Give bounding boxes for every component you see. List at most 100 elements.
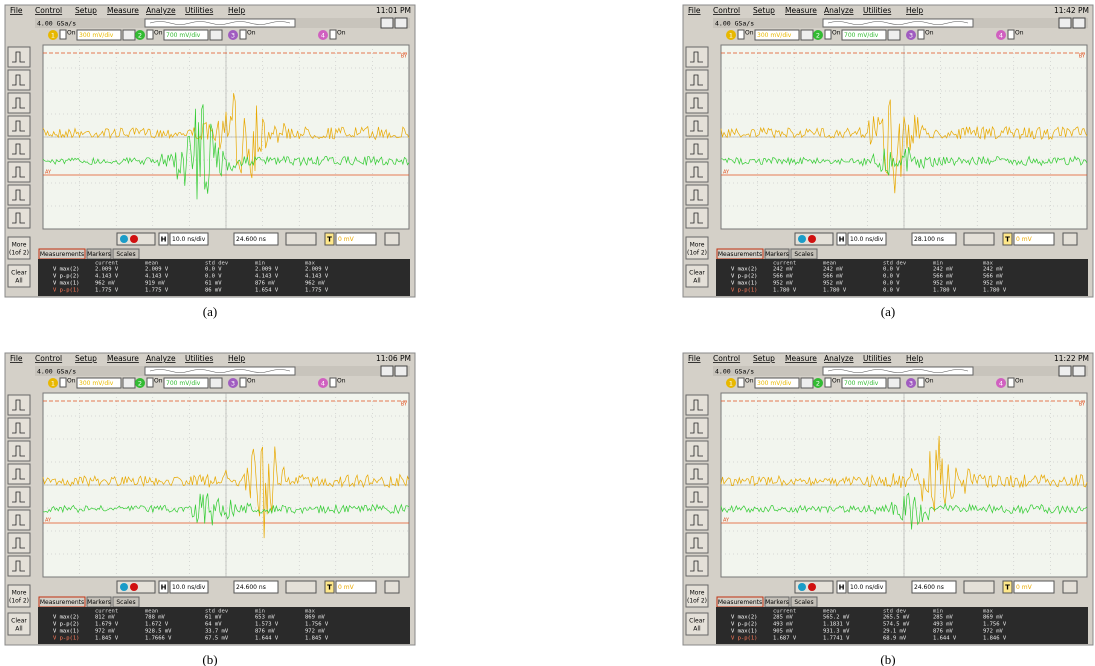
scale-spin[interactable]: [123, 30, 135, 40]
on-checkbox[interactable]: [1008, 30, 1014, 39]
on-checkbox[interactable]: [147, 378, 153, 387]
menu-item[interactable]: Help: [228, 6, 245, 15]
on-checkbox[interactable]: [330, 378, 336, 387]
trigger-spin[interactable]: [1063, 233, 1077, 245]
on-checkbox[interactable]: [738, 30, 744, 39]
menu-item[interactable]: Setup: [753, 6, 775, 15]
trigger-mode-button[interactable]: [8, 139, 30, 159]
menu-item[interactable]: Utilities: [185, 6, 213, 15]
scale-spin[interactable]: [801, 378, 813, 388]
menu-item[interactable]: Setup: [75, 6, 97, 15]
on-checkbox[interactable]: [825, 378, 831, 387]
run-button[interactable]: [1059, 366, 1071, 376]
run-button[interactable]: [381, 366, 393, 376]
on-checkbox[interactable]: [918, 378, 924, 387]
trigger-spin[interactable]: [1063, 581, 1077, 593]
trigger-mode-button[interactable]: [686, 116, 708, 136]
menu-item[interactable]: Analyze: [146, 6, 176, 15]
trigger-mode-button[interactable]: [686, 162, 708, 182]
menu-item[interactable]: Help: [906, 6, 923, 15]
scale-spin[interactable]: [123, 378, 135, 388]
trigger-mode-button[interactable]: [8, 487, 30, 507]
trigger-mode-button[interactable]: [686, 70, 708, 90]
trigger-mode-button[interactable]: [8, 395, 30, 415]
trigger-mode-button[interactable]: [686, 464, 708, 484]
trigger-mode-button[interactable]: [8, 533, 30, 553]
menu-item[interactable]: Measure: [785, 354, 817, 363]
trigger-mode-button[interactable]: [686, 47, 708, 67]
menu-item[interactable]: Measure: [107, 6, 139, 15]
trigger-mode-button[interactable]: [686, 93, 708, 113]
on-checkbox[interactable]: [147, 30, 153, 39]
trigger-mode-button[interactable]: [686, 208, 708, 228]
menu-item[interactable]: Control: [35, 354, 62, 363]
nav-buttons[interactable]: [286, 233, 316, 245]
trigger-mode-button[interactable]: [8, 47, 30, 67]
trigger-spin[interactable]: [385, 233, 399, 245]
on-checkbox[interactable]: [1008, 378, 1014, 387]
trigger-mode-button[interactable]: [686, 441, 708, 461]
menu-item[interactable]: Control: [35, 6, 62, 15]
trigger-spin[interactable]: [385, 581, 399, 593]
run-button[interactable]: [1059, 18, 1071, 28]
scale-spin[interactable]: [888, 30, 900, 40]
trigger-mode-button[interactable]: [686, 487, 708, 507]
on-checkbox[interactable]: [330, 30, 336, 39]
menu-item[interactable]: Analyze: [146, 354, 176, 363]
menu-item[interactable]: File: [10, 6, 23, 15]
menu-item[interactable]: Measure: [107, 354, 139, 363]
on-checkbox[interactable]: [738, 378, 744, 387]
trigger-mode-button[interactable]: [8, 208, 30, 228]
menu-item[interactable]: Analyze: [824, 6, 854, 15]
menu-item[interactable]: Utilities: [863, 354, 891, 363]
on-checkbox[interactable]: [60, 30, 66, 39]
trigger-mode-button[interactable]: [8, 464, 30, 484]
stop-button[interactable]: [395, 366, 407, 376]
trigger-mode-button[interactable]: [686, 510, 708, 530]
trigger-mode-button[interactable]: [8, 185, 30, 205]
menu-item[interactable]: Help: [906, 354, 923, 363]
menu-item[interactable]: Utilities: [185, 354, 213, 363]
trigger-mode-button[interactable]: [8, 441, 30, 461]
stop-button[interactable]: [1073, 366, 1085, 376]
trigger-mode-button[interactable]: [686, 418, 708, 438]
trigger-mode-button[interactable]: [8, 418, 30, 438]
trigger-mode-button[interactable]: [8, 93, 30, 113]
menu-item[interactable]: Setup: [753, 354, 775, 363]
menu-item[interactable]: File: [688, 6, 701, 15]
nav-buttons[interactable]: [964, 233, 994, 245]
menu-item[interactable]: Measure: [785, 6, 817, 15]
trigger-mode-button[interactable]: [8, 162, 30, 182]
trigger-mode-button[interactable]: [686, 395, 708, 415]
menu-item[interactable]: Utilities: [863, 6, 891, 15]
trigger-mode-button[interactable]: [686, 185, 708, 205]
menu-item[interactable]: Control: [713, 354, 740, 363]
nav-buttons[interactable]: [286, 581, 316, 593]
scale-spin[interactable]: [801, 30, 813, 40]
trigger-mode-button[interactable]: [686, 139, 708, 159]
trigger-mode-button[interactable]: [686, 556, 708, 576]
on-checkbox[interactable]: [240, 30, 246, 39]
menu-item[interactable]: Help: [228, 354, 245, 363]
trigger-mode-button[interactable]: [8, 510, 30, 530]
nav-buttons[interactable]: [964, 581, 994, 593]
scale-spin[interactable]: [210, 30, 222, 40]
on-checkbox[interactable]: [918, 30, 924, 39]
trigger-mode-button[interactable]: [686, 533, 708, 553]
on-checkbox[interactable]: [240, 378, 246, 387]
menu-item[interactable]: Setup: [75, 354, 97, 363]
stop-button[interactable]: [395, 18, 407, 28]
scale-spin[interactable]: [888, 378, 900, 388]
menu-item[interactable]: File: [10, 354, 23, 363]
on-checkbox[interactable]: [825, 30, 831, 39]
trigger-mode-button[interactable]: [8, 70, 30, 90]
menu-item[interactable]: File: [688, 354, 701, 363]
run-button[interactable]: [381, 18, 393, 28]
on-checkbox[interactable]: [60, 378, 66, 387]
trigger-mode-button[interactable]: [8, 116, 30, 136]
menu-item[interactable]: Analyze: [824, 354, 854, 363]
stop-button[interactable]: [1073, 18, 1085, 28]
menu-item[interactable]: Control: [713, 6, 740, 15]
trigger-mode-button[interactable]: [8, 556, 30, 576]
scale-spin[interactable]: [210, 378, 222, 388]
